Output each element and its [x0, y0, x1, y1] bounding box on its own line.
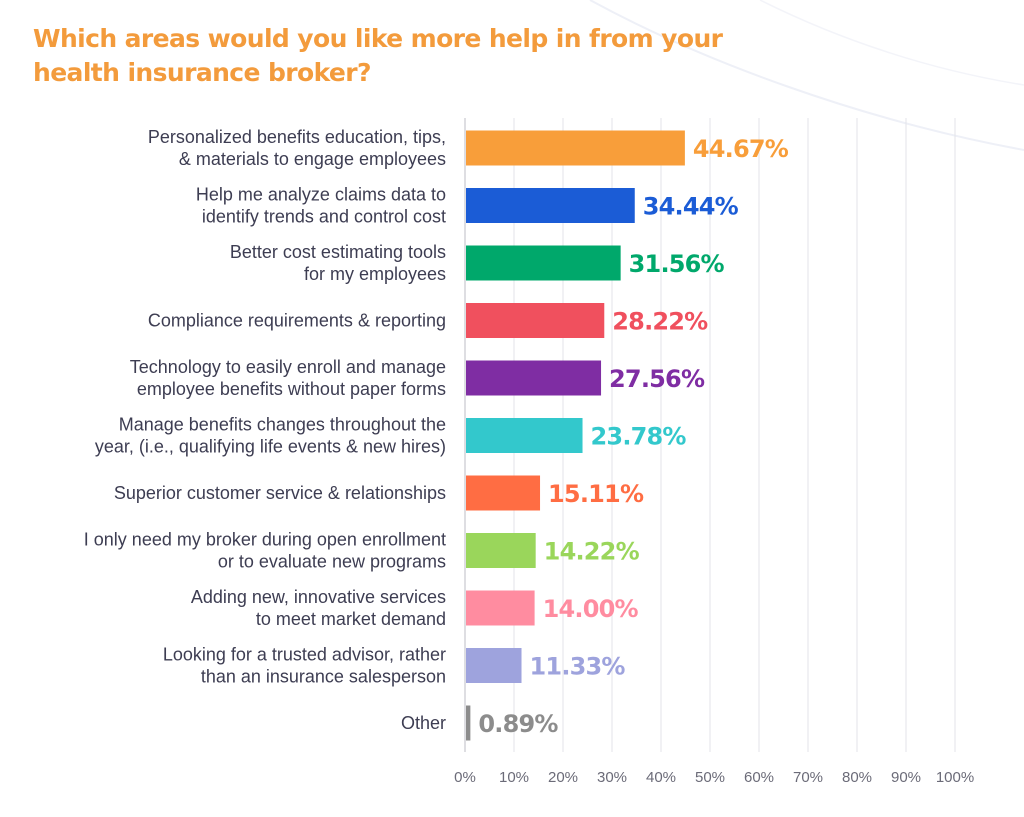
- category-label: Help me analyze claims data to identify t…: [196, 185, 446, 227]
- category-label: Looking for a trusted advisor, rather tha…: [163, 645, 446, 687]
- value-label: 0.89%: [478, 710, 558, 738]
- category-label: Other: [401, 713, 446, 733]
- bar: [466, 418, 583, 453]
- value-label: 14.22%: [544, 538, 640, 566]
- category-label: Compliance requirements & reporting: [148, 311, 446, 331]
- value-label: 11.33%: [530, 653, 626, 681]
- category-label: I only need my broker during open enroll…: [84, 530, 446, 572]
- x-tick-label: 100%: [936, 769, 974, 786]
- category-label: Adding new, innovative services to meet m…: [191, 587, 446, 629]
- bar: [466, 705, 471, 741]
- value-label: 28.22%: [612, 308, 708, 336]
- x-tick-label: 80%: [842, 769, 872, 786]
- value-label: 15.11%: [548, 480, 644, 508]
- value-label: 14.00%: [543, 595, 639, 623]
- x-tick-label: 10%: [499, 769, 529, 786]
- category-label: Personalized benefits education, tips, & …: [148, 127, 446, 169]
- value-label: 31.56%: [629, 250, 725, 278]
- bar: [466, 303, 605, 338]
- x-tick-label: 0%: [454, 769, 476, 786]
- value-label: 23.78%: [591, 423, 687, 451]
- value-label: 34.44%: [643, 193, 739, 221]
- category-label: Superior customer service & relationship…: [114, 483, 446, 503]
- bar: [466, 590, 535, 626]
- value-label: 44.67%: [693, 135, 789, 163]
- bar: [466, 360, 602, 396]
- x-tick-label: 50%: [695, 769, 725, 786]
- x-tick-label: 40%: [646, 769, 676, 786]
- category-label: Technology to easily enroll and manage em…: [130, 357, 446, 399]
- x-tick-label: 30%: [597, 769, 627, 786]
- x-tick-label: 20%: [548, 769, 578, 786]
- x-tick-label: 60%: [744, 769, 774, 786]
- category-label: Better cost estimating tools for my emplo…: [230, 242, 446, 284]
- bar: [466, 130, 685, 166]
- chart-title: Which areas would you like more help in …: [33, 24, 723, 87]
- x-tick-label: 70%: [793, 769, 823, 786]
- bar: [466, 533, 536, 568]
- bar: [466, 188, 635, 223]
- bar: [466, 648, 522, 683]
- category-label: Manage benefits changes throughout the ye…: [95, 415, 446, 457]
- bar: [466, 245, 621, 281]
- bar: [466, 475, 541, 511]
- value-label: 27.56%: [609, 365, 705, 393]
- x-tick-label: 90%: [891, 769, 921, 786]
